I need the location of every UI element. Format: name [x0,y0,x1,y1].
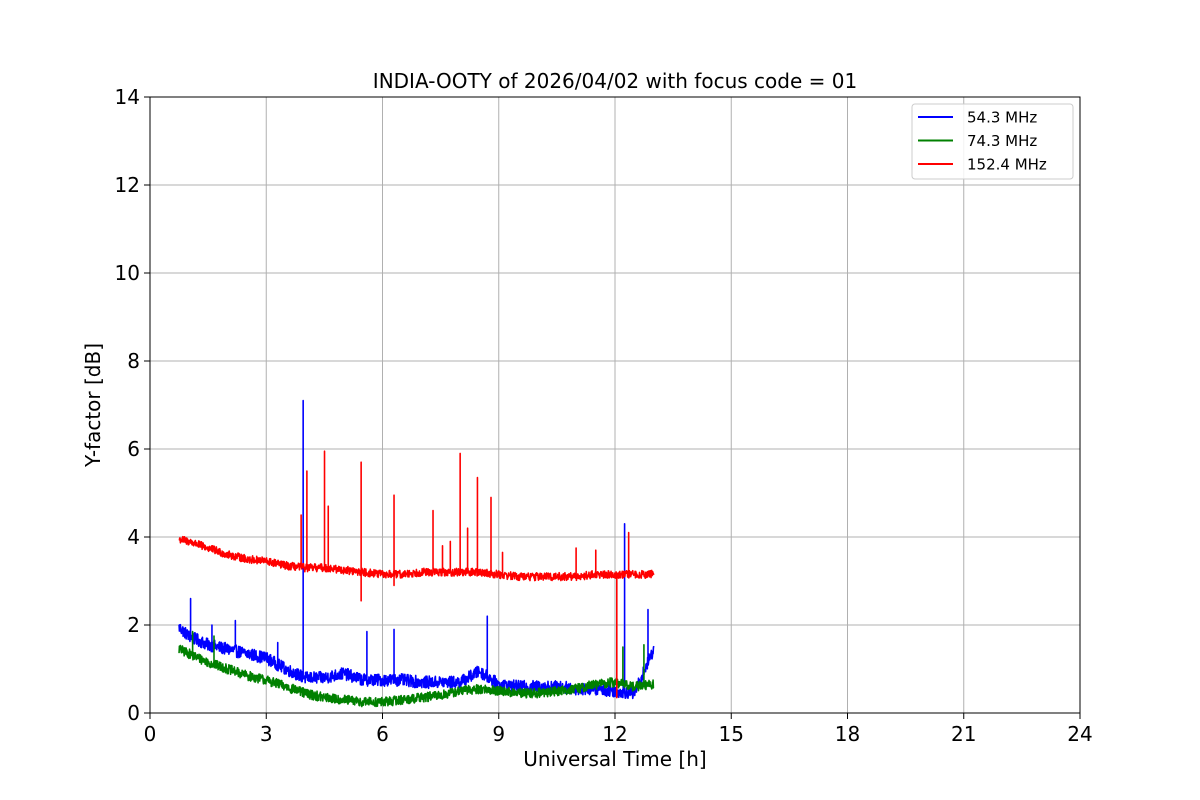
series-line-2 [178,630,655,708]
x-tick-label: 18 [835,722,860,746]
series-line-1 [178,399,655,700]
y-tick-label: 12 [115,173,140,197]
y-tick-label: 4 [127,525,140,549]
x-tick-label: 24 [1067,722,1092,746]
x-axis-label: Universal Time [h] [523,747,706,771]
y-tick-label: 0 [127,701,140,725]
x-tick-label: 9 [492,722,505,746]
series-layer [178,399,655,708]
y-tick-label: 2 [127,613,140,637]
legend-frame [911,103,1074,180]
x-tick-label: 12 [602,722,627,746]
legend: 54.3 MHz 74.3 MHz 152.4 MHz [911,103,1074,180]
x-tick-label: 21 [951,722,976,746]
x-tick-label: 3 [260,722,273,746]
y-tick-label: 10 [115,261,140,285]
x-tick-label: 0 [144,722,157,746]
legend-label-1: 54.3 MHz [967,109,1037,127]
y-tick-label: 14 [115,85,140,109]
y-tick-label: 8 [127,349,140,373]
legend-label-3: 152.4 MHz [967,156,1047,174]
series-line-3 [178,450,655,699]
chart-title: INDIA-OOTY of 2026/04/02 with focus code… [373,69,857,93]
x-tick-label: 15 [719,722,744,746]
x-tick-label: 6 [376,722,389,746]
legend-label-2: 74.3 MHz [967,132,1037,150]
y-tick-label: 6 [127,437,140,461]
y-axis-label: Y-factor [dB] [81,343,105,468]
